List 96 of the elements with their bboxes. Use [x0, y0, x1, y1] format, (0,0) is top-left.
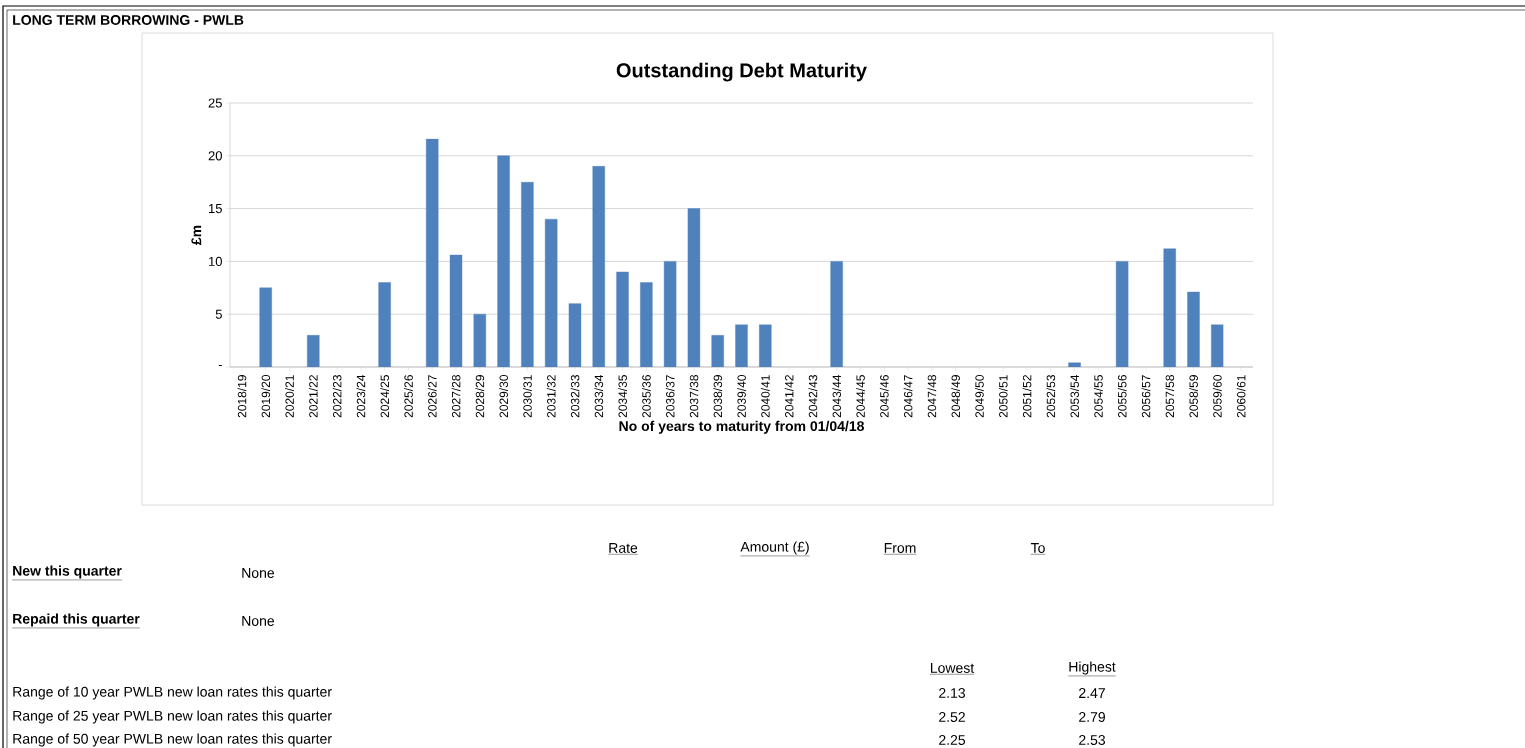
bar	[1211, 324, 1224, 367]
x-tick-label: 2024/25	[380, 375, 390, 418]
x-tick-label: 2047/48	[927, 375, 937, 418]
bar	[1115, 261, 1129, 367]
x-tick-label: 2048/49	[951, 375, 961, 418]
text: Range of 25 year PWLB new loan rates this quarter	[13, 710, 332, 724]
x-tick-label: 2025/26	[404, 375, 413, 418]
bar	[640, 282, 653, 367]
x-tick-label: 2038/39	[713, 375, 723, 418]
y-tick-label: 5	[215, 309, 222, 319]
bar	[544, 218, 558, 367]
x-tick-label: 2019/20	[261, 375, 271, 418]
x-tick-label: 2039/40	[737, 375, 746, 418]
x-tick-label: 2037/38	[689, 375, 699, 418]
x-tick-label: 2032/33	[570, 375, 580, 418]
text: Range of 10 year PWLB new loan rates this quarter	[13, 686, 332, 700]
x-tick-label: 2053/54	[1070, 374, 1079, 418]
x-tick-label: 2035/36	[641, 375, 651, 418]
x-tick-label: 2040/41	[760, 375, 770, 418]
x-tick-label: 2042/43	[808, 375, 818, 418]
text: New this quarter	[13, 565, 122, 579]
text: None	[242, 616, 275, 626]
bar	[1068, 362, 1081, 367]
x-tick-label: 2057/58	[1165, 375, 1175, 418]
x-tick-label: 2052/53	[1046, 375, 1056, 418]
bar	[259, 287, 272, 367]
bar	[663, 261, 677, 367]
text: 2.53	[1079, 735, 1106, 745]
bar	[735, 324, 748, 367]
x-axis-title: No of years to maturity from 01/04/18	[619, 420, 864, 434]
bar	[449, 254, 463, 367]
bar	[378, 282, 391, 367]
x-tick-label: 2030/31	[522, 375, 532, 418]
text: 2.47	[1079, 688, 1105, 698]
x-tick-label: 2031/32	[546, 375, 556, 418]
x-tick-label: 2033/34	[594, 374, 604, 418]
y-tick-label: 10	[209, 256, 222, 266]
bar	[497, 155, 510, 367]
x-tick-label: 2054/55	[1093, 375, 1103, 418]
x-tick-label: 2020/21	[285, 375, 294, 418]
text: Repaid this quarter	[13, 613, 140, 627]
x-tick-label: 2049/50	[975, 375, 984, 418]
x-tick-label: 2056/57	[1141, 375, 1151, 418]
bar	[473, 314, 486, 367]
text: From	[884, 543, 916, 553]
x-tick-label: 2041/42	[784, 375, 794, 418]
text: Amount (£)	[740, 541, 809, 555]
text: 2.79	[1079, 712, 1105, 722]
bar	[759, 324, 772, 367]
x-tick-label: 2051/52	[1022, 375, 1032, 418]
chart-title: Outstanding Debt Maturity	[616, 62, 867, 82]
x-tick-label: 2022/23	[332, 375, 342, 418]
x-tick-label: 2036/37	[665, 375, 675, 418]
x-tick-label: 2028/29	[475, 375, 485, 418]
bar	[426, 138, 439, 367]
y-tick-label: 15	[209, 204, 222, 214]
x-tick-label: 2034/35	[618, 375, 627, 418]
text: Lowest	[930, 663, 975, 673]
x-tick-label: 2026/27	[427, 375, 437, 418]
text: None	[242, 568, 275, 578]
text: 2.52	[939, 712, 965, 722]
bar	[521, 182, 534, 367]
x-tick-label: 2058/59	[1189, 375, 1198, 418]
bar	[1163, 248, 1176, 367]
bar	[592, 166, 605, 367]
text: 2.25	[939, 735, 966, 745]
text: To	[1030, 543, 1045, 553]
y-tick-label: 20	[208, 151, 222, 161]
y-axis-title: £m	[191, 225, 202, 245]
text: Range of 50 year PWLB new loan rates this quarter	[13, 733, 332, 747]
bar	[616, 271, 629, 367]
x-tick-label: 2060/61	[1236, 375, 1246, 418]
y-tick-label: -	[218, 365, 222, 367]
x-tick-label: 2055/56	[1117, 375, 1127, 418]
bar	[830, 261, 843, 367]
y-tick-label: 25	[208, 98, 222, 108]
x-tick-label: 2043/44	[832, 374, 842, 418]
text: Rate	[609, 543, 638, 553]
x-tick-label: 2018/19	[237, 375, 247, 418]
text: Highest	[1069, 661, 1116, 675]
bar	[711, 335, 724, 367]
text: LONG TERM BORROWING - PWLB	[13, 15, 244, 25]
x-tick-label: 2029/30	[499, 375, 508, 418]
x-tick-label: 2050/51	[998, 375, 1008, 418]
x-tick-label: 2045/46	[879, 375, 889, 418]
x-tick-label: 2044/45	[856, 375, 865, 418]
text: 2.13	[939, 688, 966, 698]
x-tick-label: 2059/60	[1212, 375, 1222, 418]
bar	[307, 335, 320, 367]
x-tick-label: 2027/28	[451, 375, 461, 418]
x-tick-label: 2023/24	[356, 374, 366, 418]
x-tick-label: 2021/22	[308, 375, 318, 418]
bar	[687, 208, 701, 367]
bar	[1187, 291, 1200, 367]
bar	[568, 303, 582, 367]
x-tick-label: 2046/47	[903, 375, 913, 418]
